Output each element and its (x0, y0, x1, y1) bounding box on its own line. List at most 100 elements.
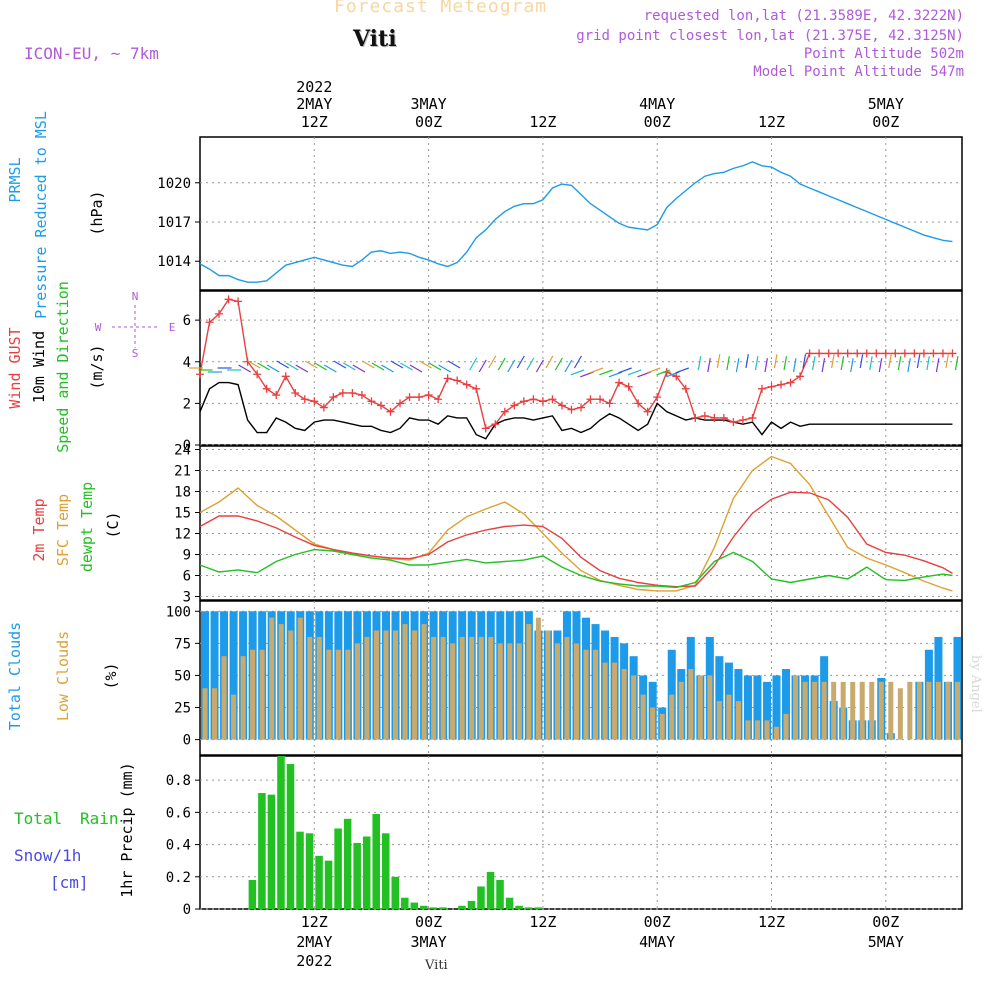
total-cloud-bar (201, 611, 210, 740)
gust-point-marker (853, 349, 862, 358)
low-cloud-bar (335, 649, 341, 740)
rain-bar (267, 794, 276, 909)
low-cloud-bar (612, 662, 618, 740)
bottom-hour-label: 00Z (644, 913, 671, 931)
wind-direction-arrow (238, 364, 251, 373)
wind-direction-arrow (257, 362, 270, 371)
gust-point-marker (719, 413, 728, 422)
pressure-label-1: PRMSL (6, 157, 24, 202)
low-cloud-bar (869, 681, 875, 740)
rain-bar (258, 793, 266, 909)
gust-point-marker (872, 349, 881, 358)
low-cloud-bar (602, 662, 608, 740)
wind-label: 10m Wind (30, 331, 48, 403)
wind-direction-arrow (773, 354, 778, 369)
low-cloud-bar (916, 681, 922, 740)
rain-bar (401, 897, 409, 909)
top-year-label: 2022 (296, 78, 332, 96)
rain-bar (305, 833, 314, 909)
gust-point-marker (653, 393, 662, 402)
precip-axis-label: 1hr Precip (mm) (118, 762, 136, 897)
wind-direction-arrow (304, 360, 318, 369)
wind-direction-arrow (381, 364, 394, 373)
bottom-hour-label: 12Z (758, 913, 785, 931)
y-tick-label-wind: 4 (183, 355, 191, 371)
gust-point-marker (643, 407, 652, 416)
rain-bar (524, 907, 533, 909)
gust-point-marker (453, 376, 462, 385)
gust-point-marker (843, 349, 852, 358)
top-date-label: 3MAY (411, 95, 447, 113)
low-cloud-bar (231, 694, 237, 740)
bottom-date-label: 5MAY (868, 933, 904, 951)
gridpoint-coordinates: grid point closest lon,lat (21.375E, 42.… (576, 28, 964, 44)
gust-point-marker (196, 370, 204, 379)
gust-point-marker (577, 403, 585, 412)
wind-unit: (m/s) (88, 344, 106, 389)
gust-point-marker (681, 384, 690, 393)
low-cloud-bar (345, 649, 351, 740)
low-cloud-bar (897, 688, 903, 740)
gust-point-marker (748, 413, 757, 422)
gust-point-marker (805, 349, 814, 358)
wind-direction-arrow (573, 355, 582, 369)
low-cloud-bar (850, 681, 856, 740)
gust-point-marker (900, 349, 909, 358)
brand-title: Forecast Meteogram (334, 0, 548, 17)
low-cloud-bar (412, 630, 418, 740)
rain-bar (486, 871, 495, 909)
bottom-location-label: Viti (425, 958, 448, 973)
gust-point-marker (215, 309, 224, 318)
y-tick-label-temp: 24 (174, 443, 191, 459)
low-cloud-bar (926, 681, 932, 740)
rain-bar (534, 907, 542, 909)
gust-point-marker (786, 378, 795, 387)
low-cloud-bar (240, 656, 246, 740)
low-cloud-bar (954, 681, 960, 740)
rain-bar (362, 836, 371, 909)
low-cloud-bar (774, 726, 780, 740)
gust-point-marker (310, 397, 319, 406)
gust-point-marker (281, 372, 290, 381)
top-hour-label: 00Z (644, 113, 671, 131)
low-cloud-bar (507, 643, 513, 740)
compass-west-label: W (95, 321, 102, 334)
y-tick-label-temp: 3 (183, 590, 191, 606)
gust-point-marker (262, 384, 271, 393)
wind-direction-arrow (371, 362, 385, 371)
low-cloud-bar (907, 681, 913, 740)
gust-point-marker (472, 384, 481, 393)
wind-direction-arrow (570, 369, 585, 376)
y-tick-label-clouds: 100 (166, 604, 191, 620)
wind-direction-arrow (438, 364, 451, 373)
wind-direction-arrow (792, 358, 797, 373)
top-hour-label: 12Z (301, 113, 328, 131)
low-cloud-bar (278, 624, 284, 740)
low-cloud-bar (564, 636, 570, 740)
low-cloud-bar (802, 681, 808, 740)
low-cloud-bar (735, 701, 741, 740)
gust-point-marker (634, 399, 643, 408)
wind-direction-arrow (754, 356, 759, 371)
wind-direction-arrow (735, 358, 740, 373)
gust-point-marker (348, 388, 357, 397)
wind-direction-arrow (469, 357, 478, 371)
rain-bar (381, 833, 390, 909)
model-altitude: Model Point Altitude 547m (753, 64, 964, 80)
low-cloud-bar (383, 630, 389, 740)
low-cloud-bar (297, 617, 303, 740)
gust-point-marker (434, 395, 443, 404)
temp-sfc-label: SFC Temp (54, 494, 72, 566)
wind-direction-arrow (831, 354, 835, 369)
wind-direction-arrow (564, 359, 573, 373)
y-tick-label-temp: 18 (174, 485, 191, 501)
top-hour-label: 12Z (758, 113, 785, 131)
wind-direction-arrow (478, 359, 487, 373)
precip-snow-unit: [cm] (50, 873, 89, 892)
gust-point-marker (234, 297, 243, 306)
wind-direction-arrow (764, 358, 768, 373)
low-cloud-bar (554, 643, 560, 740)
wind-direction-arrow (409, 364, 423, 373)
low-cloud-bar (812, 681, 818, 740)
